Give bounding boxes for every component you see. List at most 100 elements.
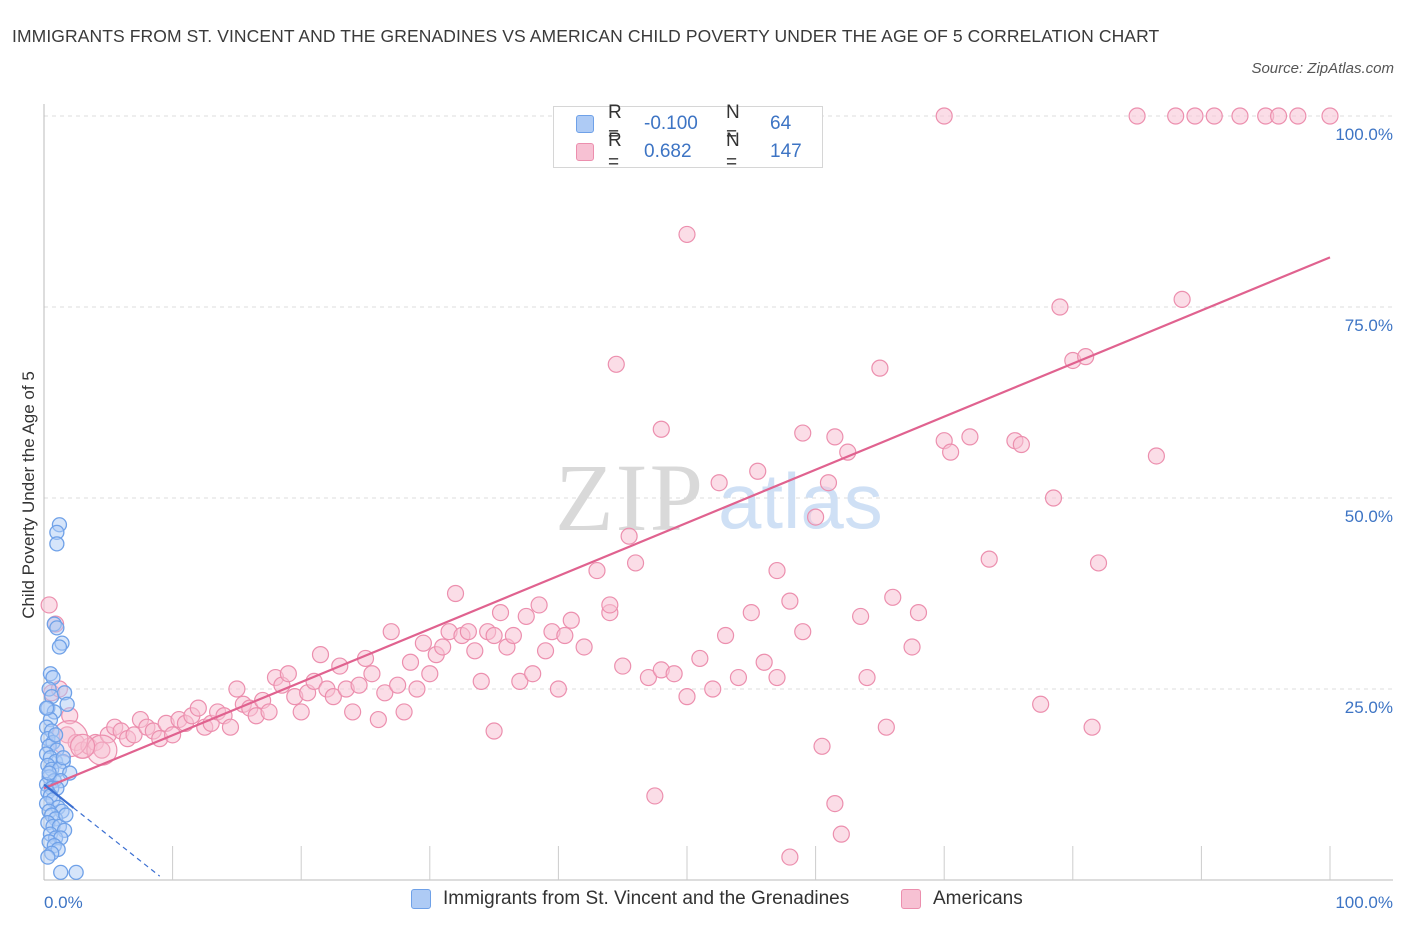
americans-point — [472, 672, 490, 690]
americans-point — [1083, 718, 1101, 736]
americans-point — [228, 680, 246, 698]
americans-point — [903, 638, 921, 656]
x-tick-label: 0.0% — [44, 893, 83, 912]
y-tick-label: 100.0% — [1335, 125, 1393, 144]
americans-point — [665, 665, 683, 683]
legend-n-label: N = — [726, 130, 740, 173]
correlation-legend: R = -0.100 N = 64 R = 0.682 N = 147 — [553, 102, 823, 173]
americans-point — [646, 787, 664, 805]
americans-point — [1289, 107, 1307, 125]
immigrants-point — [41, 765, 57, 781]
legend-item-americans[interactable]: Americans — [901, 888, 1023, 910]
americans-point — [813, 737, 831, 755]
americans-point — [414, 634, 432, 652]
americans-point — [389, 676, 407, 694]
immigrants-point — [38, 700, 55, 716]
immigrants-point — [68, 864, 84, 881]
americans-point — [794, 424, 812, 442]
americans-point — [1205, 107, 1223, 125]
americans-point — [1186, 107, 1204, 125]
americans-point — [421, 665, 439, 683]
immigrants-point — [51, 639, 68, 655]
americans-point — [652, 420, 670, 438]
americans-point — [491, 603, 510, 622]
tick-labels: 25.0% 50.0% 75.0% 100.0% 0.0% 100.0% — [44, 125, 1393, 912]
americans-point — [729, 668, 748, 687]
americans-point — [40, 596, 58, 614]
americans-point — [408, 680, 426, 698]
immigrants-points — [38, 517, 84, 881]
americans-point — [369, 710, 387, 729]
legend-n-value: 147 — [770, 141, 802, 162]
legend-row-americans: R = 0.682 N = 147 — [576, 130, 802, 173]
americans-point — [1051, 298, 1069, 316]
y-tick-label: 75.0% — [1345, 316, 1393, 335]
americans-point — [710, 474, 728, 492]
americans-point — [311, 646, 330, 664]
americans-point — [363, 665, 381, 683]
americans-point — [704, 680, 722, 698]
americans-point — [716, 626, 735, 645]
immigrants-point — [40, 849, 56, 865]
americans-point — [221, 718, 240, 736]
americans-point — [524, 665, 542, 683]
americans-point — [1012, 435, 1030, 454]
legend-item-immigrants[interactable]: Immigrants from St. Vincent and the Gren… — [411, 888, 849, 910]
americans-point — [768, 668, 786, 687]
americans-point — [909, 603, 928, 622]
watermark-atlas: atlas — [718, 457, 883, 545]
americans-point — [678, 225, 696, 244]
americans-point — [639, 668, 658, 687]
chart-title: IMMIGRANTS FROM ST. VINCENT AND THE GREN… — [12, 26, 1160, 46]
americans-point — [549, 680, 568, 698]
immigrants-trend-line — [43, 783, 75, 809]
americans-point — [459, 623, 477, 641]
americans-point — [382, 623, 400, 641]
americans-point — [1032, 695, 1050, 713]
americans-point — [884, 588, 902, 606]
legend-r-value: -0.100 — [644, 113, 698, 134]
immigrants-point — [49, 536, 65, 552]
legend-row-immigrants: R = -0.100 N = 64 — [576, 102, 791, 145]
legend-swatch-blue — [576, 115, 594, 133]
americans-point — [980, 550, 998, 568]
americans-point — [871, 359, 889, 377]
americans-point — [877, 718, 895, 736]
legend-swatch-pink — [901, 889, 921, 909]
immigrants-point — [55, 750, 71, 766]
americans-point — [485, 722, 503, 740]
americans-point — [517, 607, 535, 626]
americans-point — [324, 688, 342, 706]
americans-point — [1321, 107, 1339, 125]
americans-point — [376, 684, 394, 702]
americans-point — [588, 561, 606, 580]
americans-point — [1231, 107, 1249, 125]
y-tick-label: 25.0% — [1345, 698, 1393, 717]
americans-point — [794, 623, 812, 641]
americans-point — [1167, 107, 1185, 125]
immigrants-point — [58, 807, 74, 823]
x-tick-label: 100.0% — [1335, 893, 1393, 912]
americans-point — [749, 462, 767, 480]
americans-point — [504, 626, 522, 645]
watermark: ZIP atlas — [555, 444, 883, 551]
americans-point — [344, 703, 362, 721]
americans-point — [69, 733, 96, 759]
americans-point — [1044, 489, 1063, 507]
americans-point — [1269, 107, 1288, 125]
americans-point — [678, 688, 696, 706]
americans-point — [1147, 447, 1165, 465]
americans-point — [781, 848, 799, 866]
americans-point — [826, 794, 844, 813]
americans-point — [826, 428, 844, 446]
americans-point — [614, 657, 632, 675]
americans-point — [466, 642, 484, 660]
americans-point — [806, 508, 825, 526]
americans-point — [485, 626, 503, 645]
americans-point — [691, 649, 709, 668]
americans-point — [858, 668, 876, 687]
y-tick-label: 50.0% — [1345, 507, 1393, 526]
americans-point — [620, 527, 638, 545]
americans-point — [292, 703, 310, 721]
americans-point — [562, 611, 580, 629]
